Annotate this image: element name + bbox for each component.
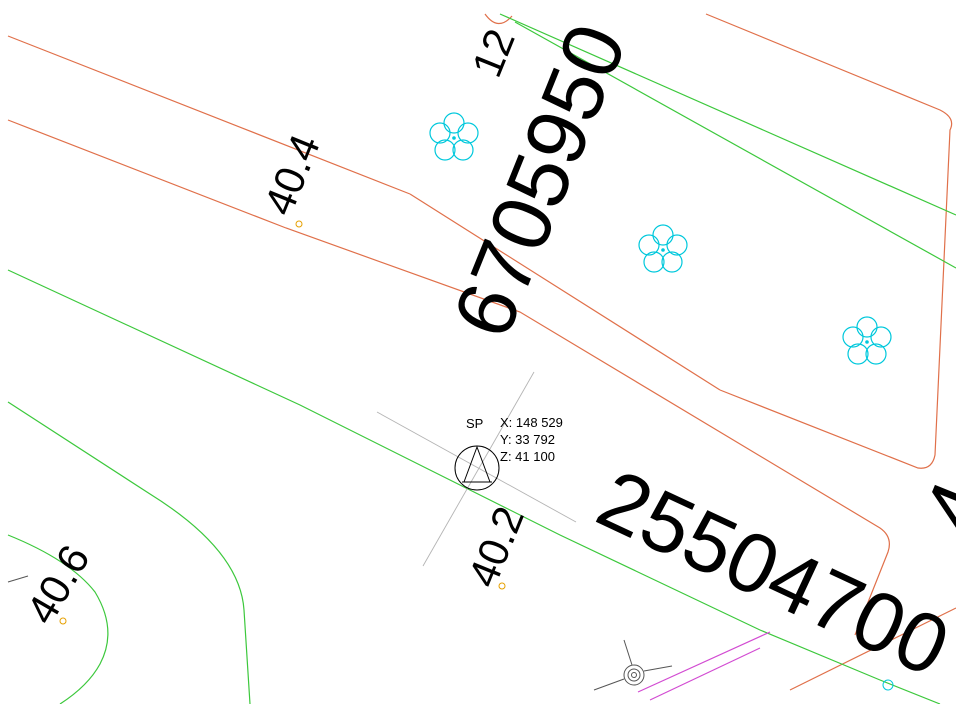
boundary-line-bottom-right [789,607,956,691]
magenta-lines [637,631,771,701]
boundary-lines [7,13,956,691]
trees [429,112,892,365]
elevation-spot-icon [59,617,67,625]
control-point-target-icon[interactable] [593,639,673,691]
survey-point-readout: SP X: 148 529 Y: 33 792 Z: 41 100 [466,415,563,464]
label-elevation-top: 40.4 [255,128,329,221]
label-edge-fragment: 4 [905,468,956,547]
elevation-spot-icon [295,220,303,228]
boundary-line-top-left [7,35,411,195]
magenta-line-a [637,631,771,693]
boundary-line-upper [409,193,721,391]
cyan-marker-icon [882,679,894,691]
survey-point-x: X: 148 529 [500,415,563,430]
survey-point-z: Z: 41 100 [500,449,555,464]
label-elevation-mid: 40.2 [459,500,533,593]
contour-line-mid [7,401,251,704]
tree-canopy-icon [842,316,892,365]
boundary-line-right [705,13,953,469]
label-elevation-left: 40.6 [17,537,99,631]
label-twelve: 12 [463,22,524,83]
elevation-spot-icon [498,582,506,590]
contour-line-main [7,269,941,704]
crosshair-line-b [376,411,577,523]
boundary-line-middle [7,119,890,636]
contour-lines [7,13,956,704]
elevation-spots [59,220,506,625]
contour-line-upper-right-b [514,21,956,269]
contour-line-left-inner [7,534,109,704]
survey-point-y: Y: 33 792 [500,432,555,447]
survey-point-triangle-icon[interactable] [454,445,500,491]
survey-point-code: SP [466,416,483,431]
tree-canopy-icon [429,112,479,161]
tick-mark [7,575,29,583]
contour-line-upper-right-a [499,13,956,216]
magenta-line-b [649,647,761,701]
tree-canopy-icon [638,224,688,273]
boundary-arc-top [484,13,513,25]
crosshair [376,371,577,567]
crosshair-line-a [422,371,535,567]
